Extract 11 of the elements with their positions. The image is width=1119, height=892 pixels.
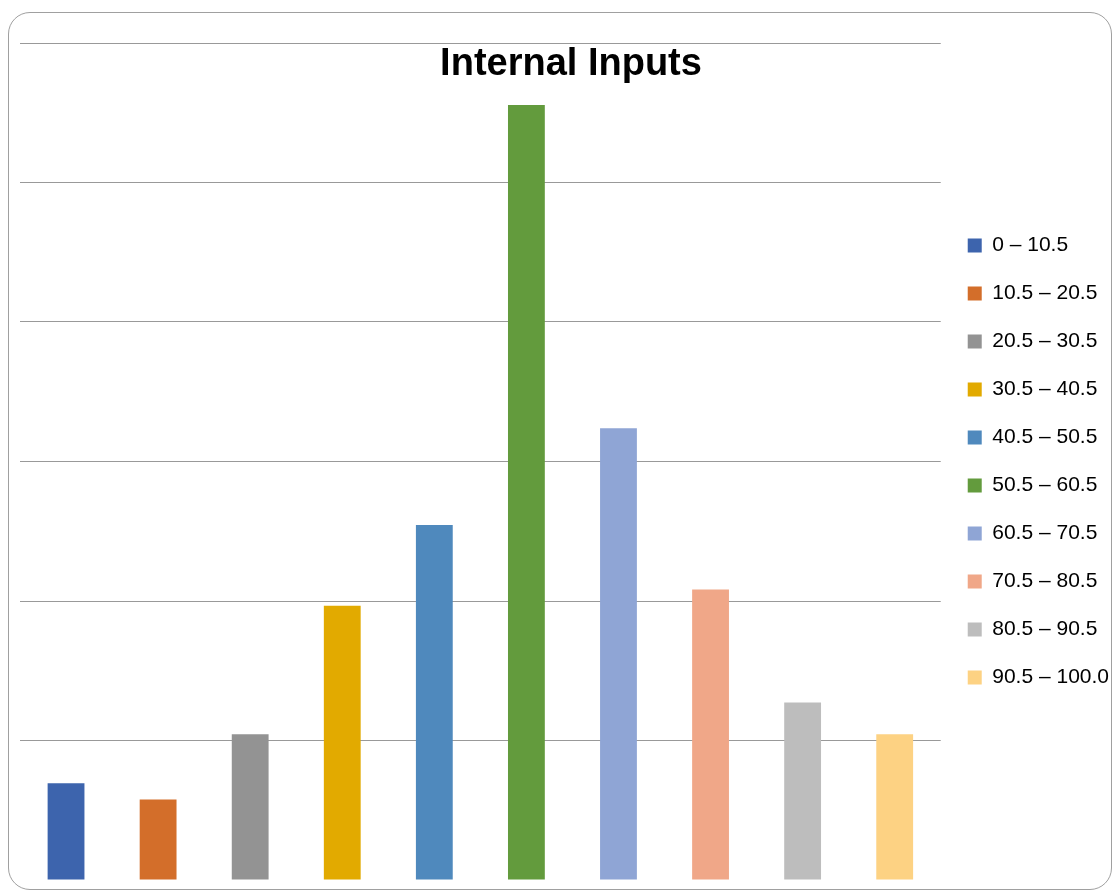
legend-label: 90.5 – 100.0 xyxy=(992,664,1110,688)
legend-label: 50.5 – 60.5 xyxy=(992,472,1098,496)
legend-label: 0 – 10.5 xyxy=(992,232,1069,256)
legend-label: 80.5 – 90.5 xyxy=(992,616,1098,640)
legend-label: 60.5 – 70.5 xyxy=(992,520,1098,544)
legend-label: 30.5 – 40.5 xyxy=(992,376,1098,400)
legend-label: 40.5 – 50.5 xyxy=(992,424,1098,448)
legend-label: 10.5 – 20.5 xyxy=(992,280,1098,304)
legend-label: 20.5 – 30.5 xyxy=(992,328,1098,352)
chart-title: Internal Inputs xyxy=(440,41,702,84)
legend-label: 70.5 – 80.5 xyxy=(992,568,1098,592)
